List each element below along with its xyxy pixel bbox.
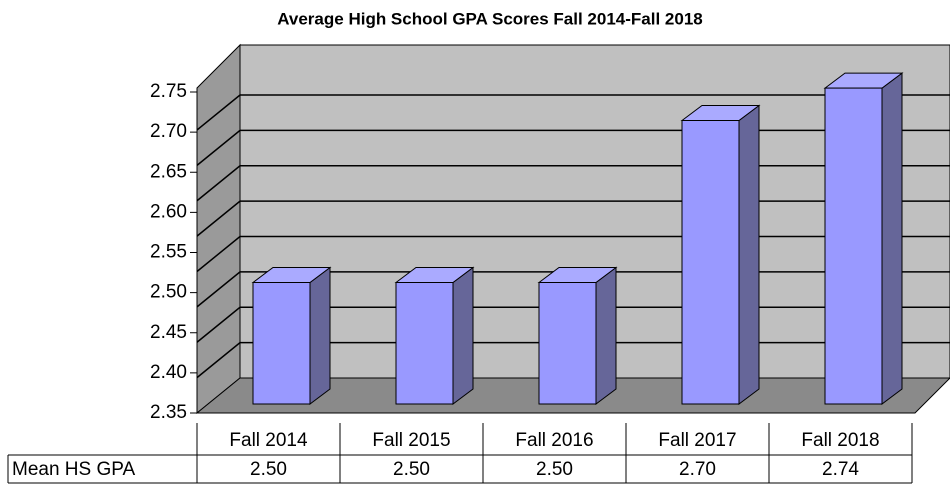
x-tick-label: Fall 2017 (658, 430, 736, 451)
grid-line (196, 94, 950, 131)
bar-side (881, 72, 903, 405)
x-tick-label: Fall 2018 (801, 430, 879, 451)
bar (681, 120, 740, 405)
legend-label: Mean HS GPA (12, 459, 136, 480)
y-tick-label: 2.40 (150, 362, 187, 383)
table-value: 2.50 (536, 459, 573, 480)
table-value: 2.50 (250, 459, 287, 480)
bar-side (309, 266, 331, 405)
y-tick-label: 2.60 (150, 201, 187, 222)
y-tick-label: 2.55 (150, 242, 187, 263)
y-tick-label: 2.70 (150, 121, 187, 142)
y-tick-label: 2.75 (150, 81, 187, 102)
bar (252, 282, 311, 405)
table-value: 2.74 (822, 459, 859, 480)
bar-side (595, 266, 617, 405)
bar-side (738, 104, 760, 405)
table-value: 2.50 (393, 459, 430, 480)
x-tick-label: Fall 2015 (372, 430, 450, 451)
x-tick-label: Fall 2016 (515, 430, 593, 451)
x-tick-label: Fall 2014 (229, 430, 308, 451)
bar-side (452, 266, 474, 405)
bar (824, 87, 883, 405)
y-tick-label: 2.65 (150, 161, 187, 182)
chart-title: Average High School GPA Scores Fall 2014… (277, 9, 702, 28)
y-tick-label: 2.50 (150, 282, 187, 303)
y-tick-label: 2.45 (150, 322, 187, 343)
y-tick-label: 2.35 (150, 402, 187, 423)
table-value: 2.70 (679, 459, 716, 480)
bar (538, 282, 597, 405)
bar (395, 282, 454, 405)
